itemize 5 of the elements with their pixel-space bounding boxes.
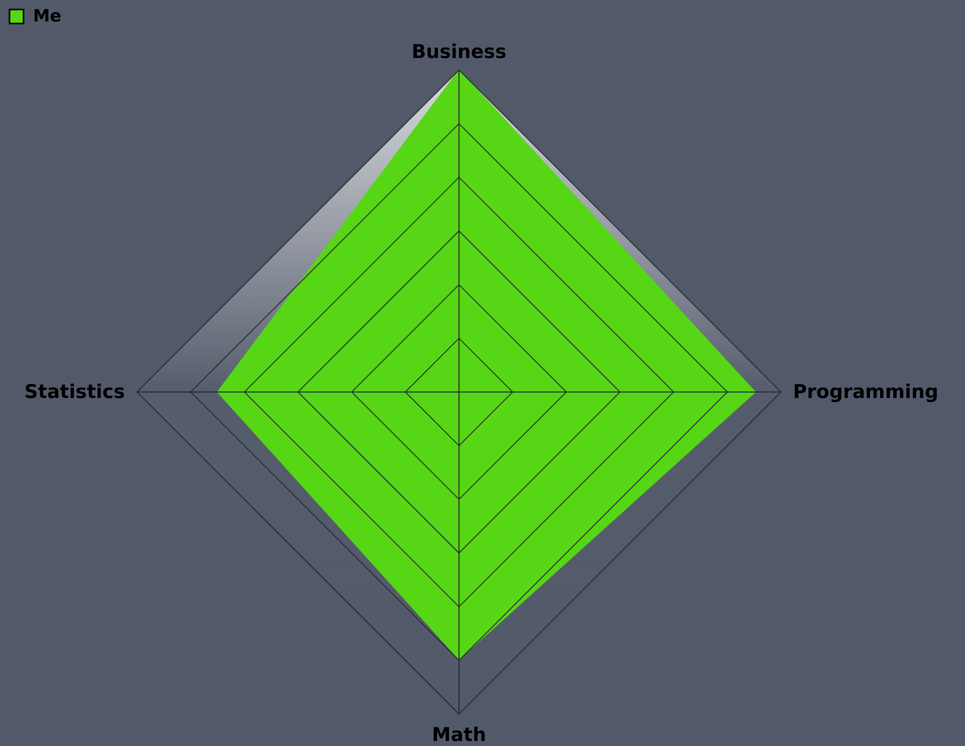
legend-label: Me bbox=[33, 6, 62, 26]
spoke-label: Statistics bbox=[24, 381, 125, 403]
spoke-label: Programming bbox=[793, 381, 938, 403]
spoke-label: Business bbox=[412, 41, 506, 63]
spoke-label: Math bbox=[432, 724, 486, 746]
